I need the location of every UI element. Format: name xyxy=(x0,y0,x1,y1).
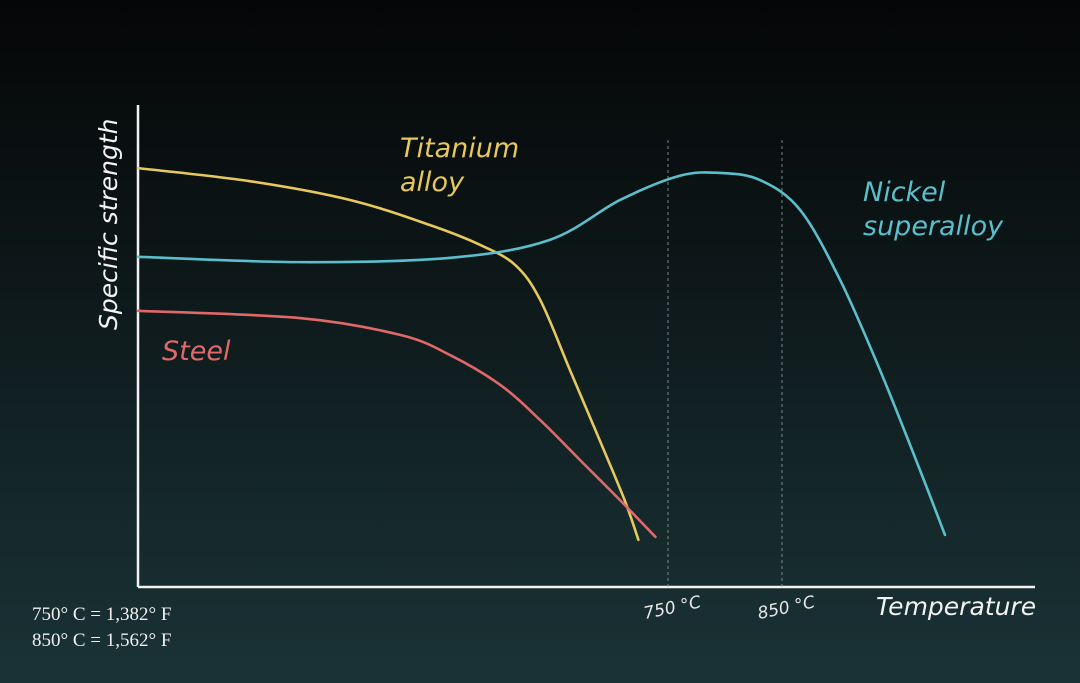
series-line xyxy=(136,171,947,537)
series-label: Nickel superalloy xyxy=(863,177,1004,242)
x-axis-title: Temperature xyxy=(876,592,1037,621)
series-label: Steel xyxy=(162,336,231,367)
footnote: 850° C = 1,562° F xyxy=(32,630,172,651)
series-label: Titanium alloy xyxy=(400,133,520,198)
footnote: 750° C = 1,382° F xyxy=(32,604,172,625)
series-line xyxy=(136,309,657,539)
y-axis-title: Specific strength xyxy=(94,118,123,331)
series-line xyxy=(136,166,640,542)
